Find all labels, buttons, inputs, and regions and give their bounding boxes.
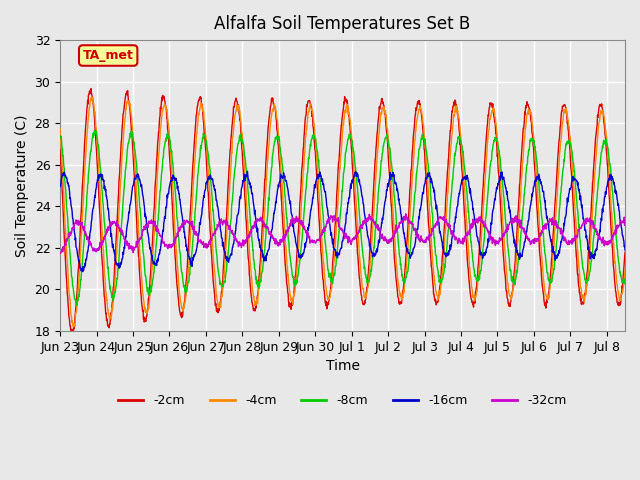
Text: TA_met: TA_met [83, 49, 134, 62]
Y-axis label: Soil Temperature (C): Soil Temperature (C) [15, 114, 29, 257]
Title: Alfalfa Soil Temperatures Set B: Alfalfa Soil Temperatures Set B [214, 15, 470, 33]
X-axis label: Time: Time [326, 359, 360, 373]
Legend: -2cm, -4cm, -8cm, -16cm, -32cm: -2cm, -4cm, -8cm, -16cm, -32cm [113, 389, 572, 412]
